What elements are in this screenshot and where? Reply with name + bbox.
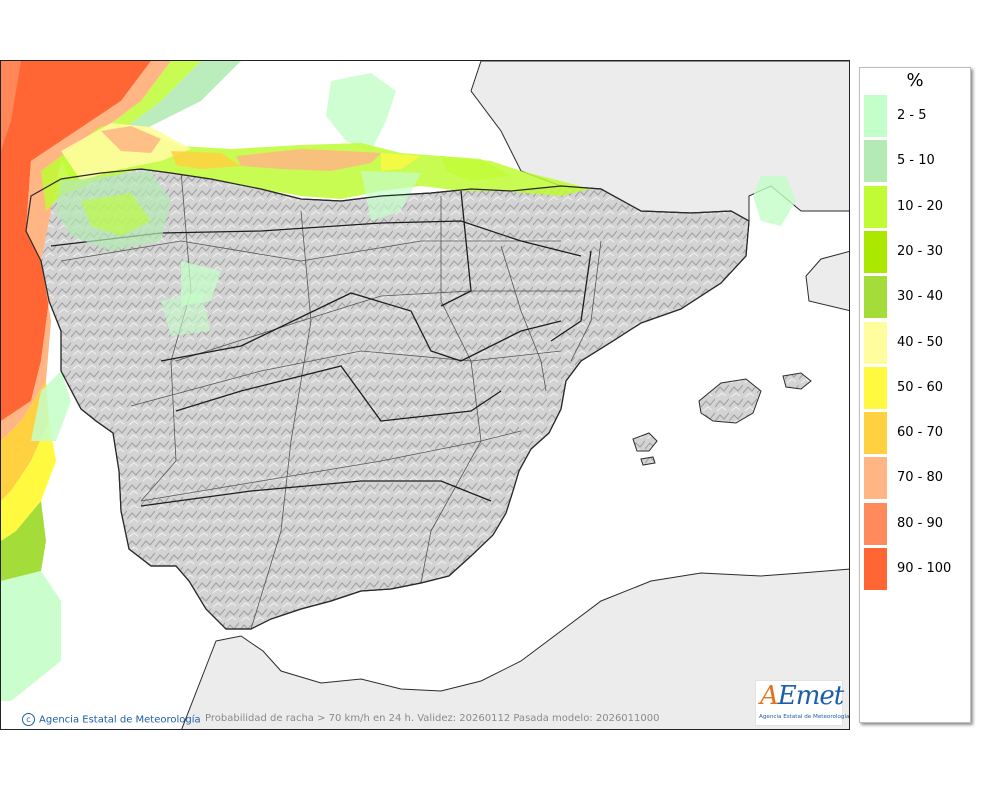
legend-label: 20 - 30 <box>897 243 944 259</box>
legend-item: 20 - 30 <box>864 230 968 273</box>
north-africa <box>181 568 849 729</box>
legend-item: 90 - 100 <box>864 548 968 590</box>
legend-label: 5 - 10 <box>897 153 935 169</box>
mallorca <box>698 378 762 424</box>
formentera <box>640 456 656 466</box>
legend-item: 80 - 90 <box>864 502 968 545</box>
province-borders <box>60 170 602 629</box>
copyright-icon: c <box>22 713 35 726</box>
legend-item: 50 - 60 <box>864 366 968 409</box>
legend-swatch <box>864 548 887 590</box>
legend-item: 60 - 70 <box>864 412 968 455</box>
ibiza <box>632 432 658 452</box>
logo-subtitle: Agencia Estatal de Meteorología <box>759 714 850 720</box>
legend-item: 70 - 80 <box>864 457 968 500</box>
legend-swatch <box>864 276 887 319</box>
legend-swatch <box>864 185 887 228</box>
legend-label: 80 - 90 <box>897 515 944 531</box>
legend-swatch <box>864 366 887 409</box>
corsica-sardinia <box>805 251 849 312</box>
legend-swatch <box>864 140 887 183</box>
logo-wordmark: AEmet <box>760 681 844 711</box>
legend-item: 2 - 5 <box>864 95 968 137</box>
legend-swatch <box>864 502 887 545</box>
legend-label: 60 - 70 <box>897 425 944 441</box>
legend-label: 90 - 100 <box>897 561 952 576</box>
aemet-logo: AEmet Agencia Estatal de Meteorología <box>755 680 849 726</box>
legend-swatch <box>864 457 887 500</box>
legend-item: 10 - 20 <box>864 185 968 228</box>
credit-text: Agencia Estatal de Meteorología <box>39 714 201 726</box>
probability-fields <box>1 61 796 701</box>
map-canvas <box>1 61 849 729</box>
credit: c Agencia Estatal de Meteorología <box>22 713 201 726</box>
legend-title: % <box>906 70 924 91</box>
legend-swatch <box>864 321 887 364</box>
legend-label: 30 - 40 <box>897 289 944 305</box>
legend-item: 30 - 40 <box>864 276 968 319</box>
legend-swatch <box>864 230 887 273</box>
legend-swatch <box>864 95 887 137</box>
legend-label: 2 - 5 <box>897 108 927 123</box>
legend-label: 50 - 60 <box>897 379 944 395</box>
legend-swatch <box>864 412 887 455</box>
legend-label: 40 - 50 <box>897 334 944 350</box>
legend-item: 40 - 50 <box>864 321 968 364</box>
legend-label: 70 - 80 <box>897 470 944 486</box>
legend-label: 10 - 20 <box>897 198 944 214</box>
peninsula-coastline <box>25 168 750 630</box>
menorca <box>782 372 812 390</box>
legend-item: 5 - 10 <box>864 140 968 183</box>
map-caption: Probabilidad de racha > 70 km/h en 24 h.… <box>205 713 660 724</box>
forecast-map <box>0 60 850 730</box>
legend: % 2 - 5 5 - 10 10 - 20 20 - 30 30 - 40 40 - 5… <box>859 67 971 723</box>
